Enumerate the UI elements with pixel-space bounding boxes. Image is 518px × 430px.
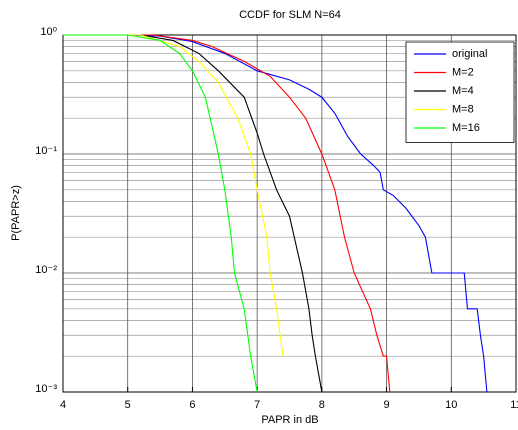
- x-tick-label: 8: [319, 399, 325, 411]
- legend-label: original: [452, 48, 487, 60]
- data-line: [63, 34, 488, 393]
- x-tick-label: 4: [60, 399, 66, 411]
- x-tick-label: 11: [510, 399, 518, 411]
- y-tick-label: 10⁻²: [35, 264, 57, 276]
- chart-title: CCDF for SLM N=64: [239, 9, 341, 21]
- x-tick-label: 10: [445, 399, 457, 411]
- x-tick-label: 5: [125, 399, 131, 411]
- x-axis-label: PAPR in dB: [261, 414, 318, 426]
- plot-frame: [62, 34, 517, 393]
- y-tick-label: 10⁰: [40, 26, 57, 38]
- x-tick-label: 9: [384, 399, 390, 411]
- data-line: [63, 34, 323, 393]
- legend-box: [405, 41, 515, 143]
- y-tick-label: 10⁻³: [35, 383, 57, 395]
- legend-label: M=4: [452, 85, 474, 97]
- legend-label: M=2: [452, 66, 474, 78]
- x-tick-label: 6: [189, 399, 195, 411]
- legend-label: M=16: [452, 122, 480, 134]
- legend-label: M=8: [452, 103, 474, 115]
- y-tick-label: 10⁻¹: [35, 145, 57, 157]
- x-tick-label: 7: [254, 399, 260, 411]
- y-axis-label: P(PAPR>z): [10, 185, 22, 241]
- data-line: [63, 34, 391, 393]
- data-line: [63, 34, 258, 393]
- data-line: [63, 34, 284, 357]
